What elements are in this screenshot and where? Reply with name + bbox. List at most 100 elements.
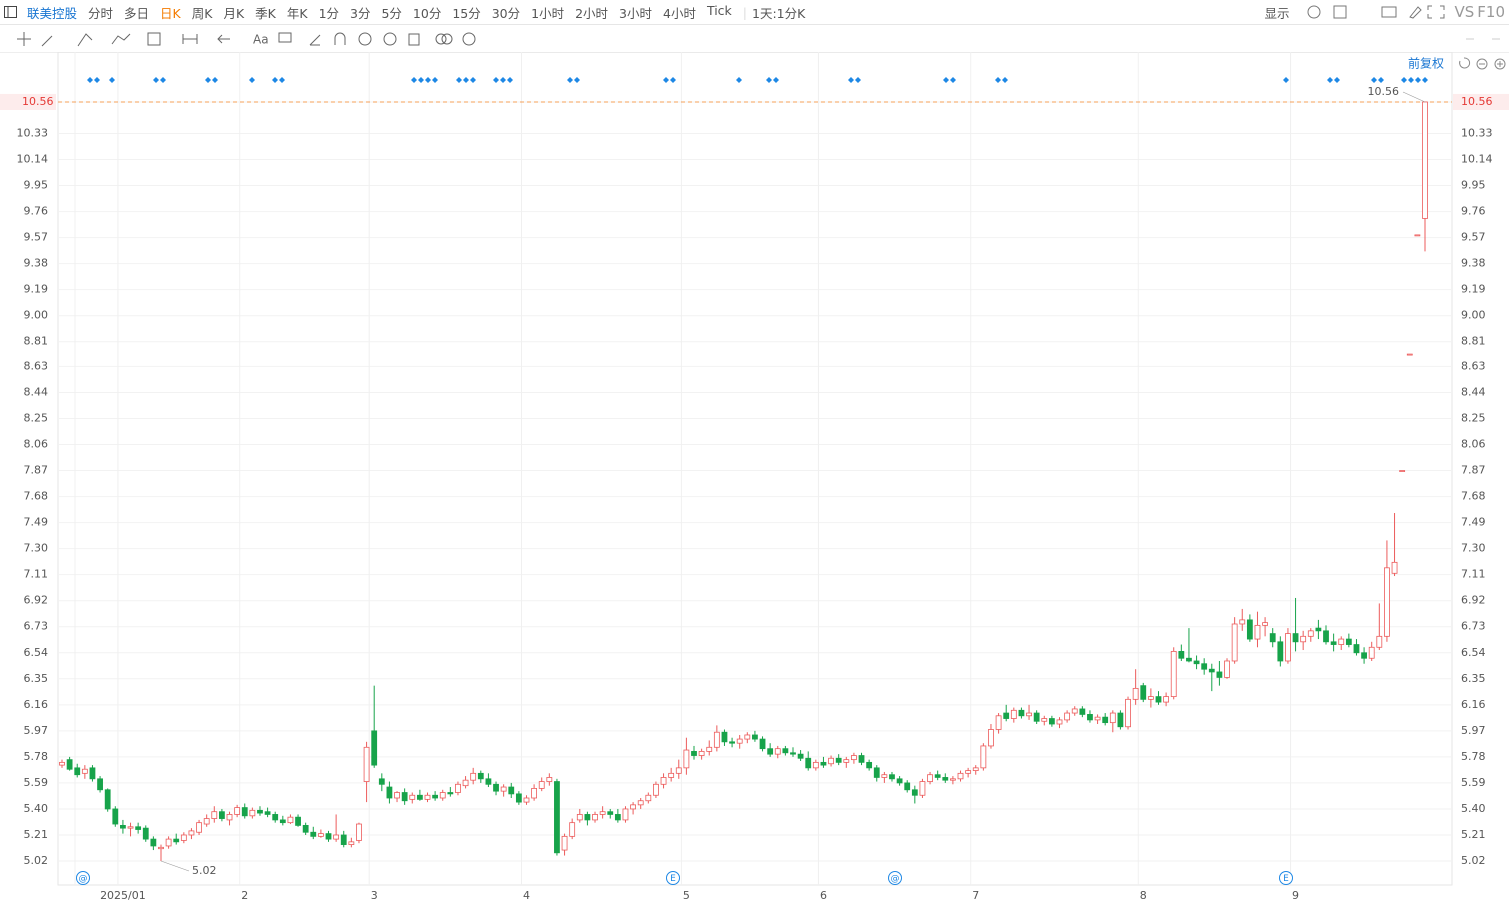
news-dot[interactable] — [950, 77, 956, 83]
y-tick-label-right: 9.19 — [1461, 283, 1486, 296]
news-dot[interactable] — [153, 77, 159, 83]
news-dot[interactable] — [943, 77, 949, 83]
news-dot[interactable] — [456, 77, 462, 83]
compare[interactable]: VS — [1454, 3, 1475, 21]
news-dot[interactable] — [500, 77, 506, 83]
news-dot[interactable] — [995, 77, 1001, 83]
news-dot[interactable] — [848, 77, 854, 83]
news-dot[interactable] — [87, 77, 93, 83]
candle-body — [554, 781, 560, 854]
period[interactable]: 年K — [286, 5, 308, 21]
news-dot[interactable] — [1334, 77, 1340, 83]
candle-body — [668, 772, 675, 778]
period[interactable]: 2小时 — [575, 5, 609, 21]
candle-body — [1391, 561, 1398, 574]
news-dot[interactable] — [160, 77, 166, 83]
news-dot[interactable] — [94, 77, 100, 83]
news-dot[interactable] — [567, 77, 573, 83]
candle-body — [340, 834, 347, 845]
candle-body — [455, 783, 461, 793]
news-dot[interactable] — [425, 77, 431, 83]
period[interactable]: 5分 — [381, 5, 402, 21]
news-dot[interactable] — [574, 77, 580, 83]
news-dot[interactable] — [249, 77, 255, 83]
candle-body — [1109, 712, 1116, 724]
candle-body — [653, 783, 659, 796]
candle-body — [729, 741, 735, 744]
candle-body — [843, 759, 850, 763]
f10[interactable]: F10 — [1477, 3, 1505, 21]
period[interactable]: 1小时 — [531, 5, 565, 21]
news-dot[interactable] — [1002, 77, 1008, 83]
news-dot[interactable] — [1401, 77, 1407, 83]
candle-body — [234, 807, 241, 815]
candle-body — [416, 794, 423, 800]
y-tick-label: 5.02 — [24, 854, 49, 867]
news-dot[interactable] — [1408, 77, 1414, 83]
period[interactable]: 10分 — [412, 5, 442, 21]
period[interactable]: 30分 — [491, 5, 521, 21]
news-dot[interactable] — [766, 77, 772, 83]
news-dot[interactable] — [1378, 77, 1384, 83]
news-dot[interactable] — [773, 77, 779, 83]
news-dot[interactable] — [1415, 77, 1421, 83]
period[interactable]: 1分 — [318, 5, 340, 21]
period[interactable]: 月K — [223, 5, 245, 21]
period[interactable]: 4小时 — [663, 5, 696, 21]
candle-body — [333, 834, 340, 840]
news-dot[interactable] — [736, 77, 742, 83]
news-dot[interactable] — [493, 77, 499, 83]
candle-body — [1422, 101, 1428, 219]
news-dot[interactable] — [418, 77, 424, 83]
news-dot[interactable] — [212, 77, 218, 83]
news-dot[interactable] — [1371, 77, 1377, 83]
period[interactable]: 3小时 — [619, 5, 652, 21]
candle-body — [241, 807, 248, 817]
candle-body — [546, 777, 553, 782]
y-tick-label: 9.00 — [24, 309, 49, 322]
candle-body — [934, 774, 941, 778]
candle-body — [287, 816, 294, 824]
candle-body — [1292, 633, 1299, 643]
news-dot[interactable] — [411, 77, 417, 83]
sidebar-icon[interactable] — [3, 4, 19, 20]
news-dot[interactable] — [670, 77, 676, 83]
news-dot[interactable] — [1422, 77, 1428, 83]
display-menu[interactable]: 显示 — [1264, 5, 1290, 21]
news-dot[interactable] — [279, 77, 285, 83]
news-dot[interactable] — [507, 77, 513, 83]
interval[interactable]: 1天:1分K — [752, 5, 806, 21]
period[interactable]: 日K — [160, 5, 181, 21]
period[interactable]: 分时 — [88, 5, 114, 21]
period[interactable]: 3分 — [350, 5, 371, 21]
news-dot[interactable] — [109, 77, 115, 83]
candle-body — [592, 814, 598, 821]
period[interactable]: 周K — [191, 5, 213, 21]
candle-body — [1079, 708, 1086, 715]
candle-body — [394, 792, 400, 799]
candle-body — [988, 729, 994, 747]
news-dot[interactable] — [205, 77, 211, 83]
y-tick-label-right: 8.63 — [1461, 359, 1486, 372]
adjust-mode[interactable]: 前复权 — [1408, 56, 1444, 71]
news-dot[interactable] — [1283, 77, 1289, 83]
candle-body — [531, 788, 538, 799]
candle-body — [767, 748, 774, 755]
candle-body — [515, 793, 522, 803]
news-dot[interactable] — [855, 77, 861, 83]
text-tool[interactable]: Aa — [253, 33, 269, 47]
y-tick-label: 6.92 — [24, 594, 49, 607]
news-dot[interactable] — [463, 77, 469, 83]
news-dot[interactable] — [272, 77, 278, 83]
period[interactable]: 季K — [255, 5, 276, 21]
y-tick-label: 8.81 — [24, 335, 49, 348]
period[interactable]: Tick — [706, 2, 732, 18]
period[interactable]: 15分 — [452, 5, 481, 21]
candle-body — [1239, 619, 1246, 625]
period[interactable]: 多日 — [124, 5, 150, 21]
news-dot[interactable] — [663, 77, 669, 83]
symbol[interactable]: 联美控股 — [27, 5, 78, 21]
news-dot[interactable] — [470, 77, 476, 83]
news-dot[interactable] — [432, 77, 438, 83]
news-dot[interactable] — [1327, 77, 1333, 83]
